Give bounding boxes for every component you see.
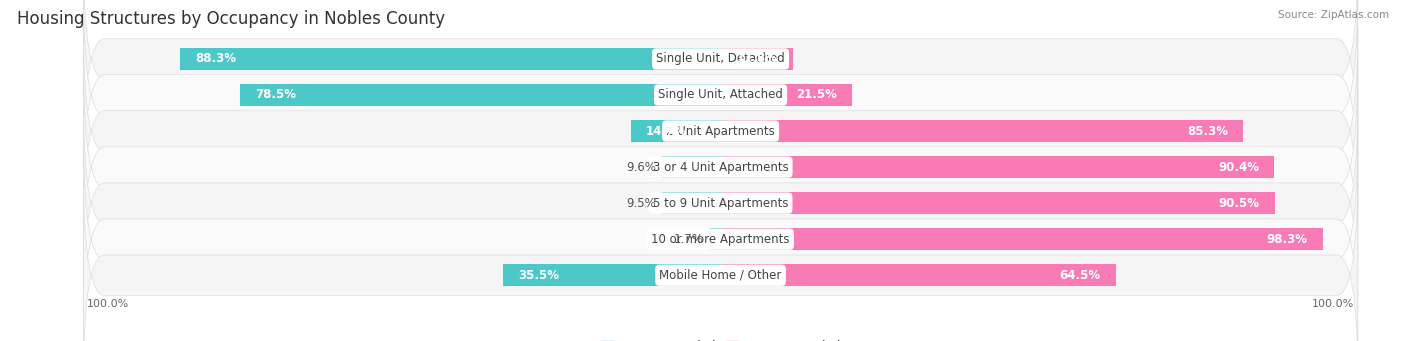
Bar: [721, 265, 1116, 286]
FancyBboxPatch shape: [83, 0, 1358, 201]
Bar: [721, 156, 1274, 178]
Bar: [721, 84, 852, 106]
Text: 35.5%: 35.5%: [519, 269, 560, 282]
Text: 9.6%: 9.6%: [626, 161, 655, 174]
Text: 85.3%: 85.3%: [1187, 124, 1227, 137]
Bar: [503, 265, 721, 286]
FancyBboxPatch shape: [83, 169, 1358, 341]
Text: 14.7%: 14.7%: [645, 124, 686, 137]
Text: 21.5%: 21.5%: [796, 89, 837, 102]
Bar: [721, 120, 1243, 142]
Text: 88.3%: 88.3%: [195, 53, 236, 65]
Text: 10 or more Apartments: 10 or more Apartments: [651, 233, 790, 246]
Bar: [662, 192, 721, 214]
FancyBboxPatch shape: [83, 133, 1358, 341]
Text: 64.5%: 64.5%: [1059, 269, 1101, 282]
FancyBboxPatch shape: [83, 25, 1358, 237]
Text: 1.7%: 1.7%: [673, 233, 704, 246]
Text: 90.4%: 90.4%: [1218, 161, 1258, 174]
Legend: Owner-occupied, Renter-occupied: Owner-occupied, Renter-occupied: [595, 336, 846, 341]
Bar: [721, 192, 1275, 214]
Bar: [180, 48, 721, 70]
Text: 3 or 4 Unit Apartments: 3 or 4 Unit Apartments: [652, 161, 789, 174]
Text: Housing Structures by Occupancy in Nobles County: Housing Structures by Occupancy in Noble…: [17, 10, 444, 28]
Text: Single Unit, Attached: Single Unit, Attached: [658, 89, 783, 102]
Bar: [721, 228, 1323, 250]
Text: 90.5%: 90.5%: [1219, 197, 1260, 210]
Text: 78.5%: 78.5%: [254, 89, 297, 102]
Text: 11.8%: 11.8%: [737, 53, 778, 65]
Text: Source: ZipAtlas.com: Source: ZipAtlas.com: [1278, 10, 1389, 20]
Text: 98.3%: 98.3%: [1267, 233, 1308, 246]
Text: 5 to 9 Unit Apartments: 5 to 9 Unit Apartments: [652, 197, 789, 210]
Text: Mobile Home / Other: Mobile Home / Other: [659, 269, 782, 282]
FancyBboxPatch shape: [83, 61, 1358, 273]
Bar: [630, 120, 721, 142]
Bar: [710, 228, 721, 250]
Bar: [239, 84, 721, 106]
Text: 2 Unit Apartments: 2 Unit Apartments: [666, 124, 775, 137]
Text: 9.5%: 9.5%: [627, 197, 657, 210]
FancyBboxPatch shape: [83, 97, 1358, 309]
Text: Single Unit, Detached: Single Unit, Detached: [657, 53, 785, 65]
Bar: [721, 48, 793, 70]
FancyBboxPatch shape: [83, 0, 1358, 165]
Bar: [662, 156, 721, 178]
